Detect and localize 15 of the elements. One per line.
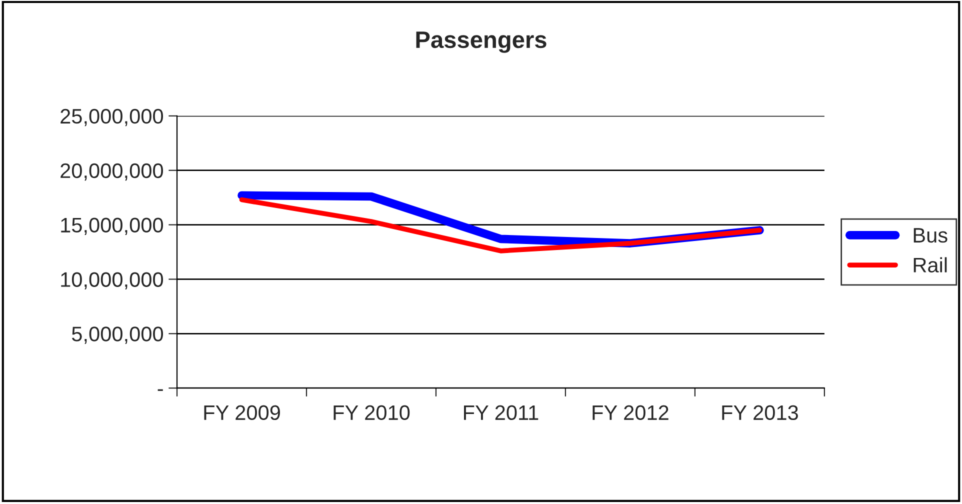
y-tick-label: 20,000,000 <box>60 163 164 181</box>
line-series <box>239 197 762 254</box>
x-tick-label: FY 2010 <box>334 405 410 420</box>
legend-label: Rail <box>914 257 947 273</box>
x-tick-label: FY 2013 <box>722 405 798 420</box>
y-tick-label: 5,000,000 <box>72 326 164 344</box>
legend-label: Bus <box>914 228 948 243</box>
x-tick-label: FY 2009 <box>204 405 280 420</box>
y-tick-label: 25,000,000 <box>60 108 164 126</box>
chart-title: Passengers <box>416 32 546 53</box>
x-tick-label: FY 2011 <box>464 405 538 420</box>
y-tick-label: 10,000,000 <box>61 272 164 290</box>
x-tick-label: FY 2012 <box>592 405 668 420</box>
y-tick-label: - <box>158 389 163 391</box>
y-tick-label: 15,000,000 <box>61 218 164 235</box>
